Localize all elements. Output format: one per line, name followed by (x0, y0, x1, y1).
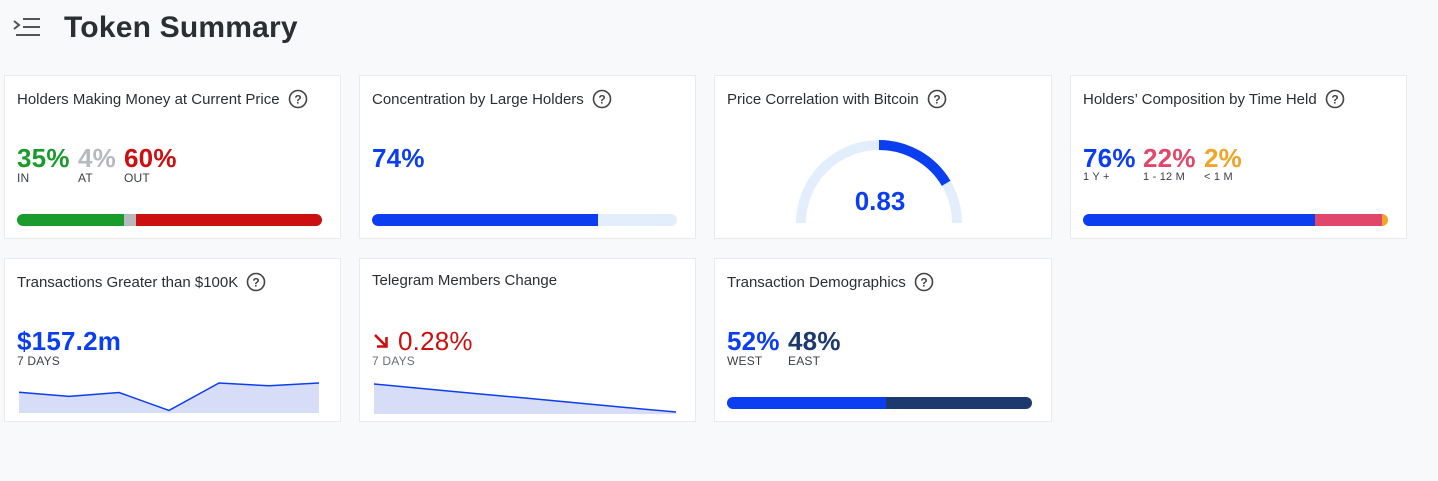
help-icon[interactable]: ? (288, 89, 308, 109)
telegram-value-row: 0.28% (372, 325, 473, 357)
large-tx-stat: $157.2m 7 DAYS (17, 325, 121, 368)
help-icon[interactable]: ? (246, 272, 266, 292)
long-term-stat: 76% 1 Y + (1083, 142, 1136, 183)
svg-text:?: ? (294, 93, 301, 107)
short-term-stat: 2% < 1 M (1204, 142, 1242, 183)
sparkline-line (19, 382, 319, 412)
large-tx-sparkline (19, 382, 319, 413)
period-label: 7 DAYS (17, 354, 60, 368)
sidebar-collapse-icon[interactable] (12, 16, 42, 40)
telegram-value: 0.28% (398, 326, 473, 356)
in-value: 35% (17, 143, 70, 173)
west-value: 52% (727, 326, 780, 356)
in-segment (17, 214, 124, 226)
large-transactions-card: Transactions Greater than $100K ? $157.2… (4, 258, 341, 422)
at-label: AT (78, 171, 93, 185)
at-stat: 4% AT (78, 142, 116, 185)
east-label: EAST (788, 354, 821, 368)
mid-term-segment (1314, 214, 1382, 226)
short-term-label: < 1 M (1204, 171, 1233, 183)
mid-term-value: 22% (1143, 143, 1196, 173)
svg-text:?: ? (253, 276, 260, 290)
long-term-value: 76% (1083, 143, 1136, 173)
svg-text:?: ? (933, 93, 940, 107)
large-tx-value: $157.2m (17, 326, 122, 356)
short-term-segment (1381, 214, 1388, 226)
sparkline-area (19, 383, 319, 413)
composition-bar (1083, 214, 1388, 226)
telegram-card: Telegram Members Change 0.28% 7 DAYS (359, 258, 696, 422)
correlation-gauge (796, 140, 962, 224)
page-title: Token Summary (64, 11, 298, 44)
out-value: 60% (124, 143, 177, 173)
east-value: 48% (788, 326, 841, 356)
composition-card: Holders’ Composition by Time Held ? 76% … (1070, 75, 1407, 239)
card-title: Transactions Greater than $100K (17, 273, 239, 291)
card-title: Transaction Demographics (727, 273, 906, 291)
arrow-down-right-icon (374, 334, 388, 348)
correlation-value: 0.83 (854, 186, 906, 216)
east-stat: 48% EAST (788, 325, 841, 368)
demographics-card: Transaction Demographics ? 52% WEST 48% … (714, 258, 1052, 422)
gauge-fill (878, 140, 951, 186)
help-icon[interactable]: ? (1325, 89, 1345, 109)
mid-term-label: 1 - 12 M (1143, 171, 1185, 183)
mid-term-stat: 22% 1 - 12 M (1143, 142, 1196, 183)
help-icon[interactable]: ? (592, 89, 612, 109)
west-stat: 52% WEST (727, 325, 780, 368)
holders-making-money-card: Holders Making Money at Current Price ? … (4, 75, 341, 239)
out-segment (135, 214, 322, 226)
profit-distribution-bar (17, 214, 322, 226)
help-icon[interactable]: ? (927, 89, 947, 109)
card-title: Concentration by Large Holders (372, 90, 584, 108)
long-term-segment (1083, 214, 1315, 226)
concentration-bar (372, 214, 677, 226)
out-label: OUT (124, 171, 150, 185)
card-title: Holders Making Money at Current Price (17, 90, 280, 108)
telegram-sparkline (374, 383, 676, 414)
concentration-stat: 74% (372, 142, 425, 174)
out-stat: 60% OUT (124, 142, 177, 185)
svg-text:?: ? (1331, 93, 1338, 107)
card-title: Telegram Members Change (372, 272, 558, 289)
sparkline-line (374, 383, 676, 413)
long-term-label: 1 Y + (1083, 171, 1110, 183)
help-icon[interactable]: ? (914, 272, 934, 292)
short-term-value: 2% (1204, 143, 1242, 173)
east-segment (885, 397, 1032, 409)
in-label: IN (17, 171, 30, 185)
btc-correlation-card: Price Correlation with Bitcoin ? 0.83 (714, 75, 1052, 239)
concentration-value: 74% (372, 143, 425, 173)
at-segment (123, 214, 136, 226)
svg-text:?: ? (920, 276, 927, 290)
svg-text:?: ? (598, 93, 605, 107)
telegram-stat: 0.28% 7 DAYS (372, 325, 473, 368)
at-value: 4% (78, 143, 116, 173)
concentration-fill (372, 214, 598, 226)
west-label: WEST (727, 354, 763, 368)
concentration-card: Concentration by Large Holders ? 74% (359, 75, 696, 239)
west-segment (727, 397, 886, 409)
period-label: 7 DAYS (372, 354, 415, 368)
in-stat: 35% IN (17, 142, 70, 185)
page-header: Token Summary (12, 8, 298, 48)
demographics-bar (727, 397, 1032, 409)
card-title: Price Correlation with Bitcoin (727, 90, 919, 108)
card-title: Holders’ Composition by Time Held (1083, 90, 1317, 108)
